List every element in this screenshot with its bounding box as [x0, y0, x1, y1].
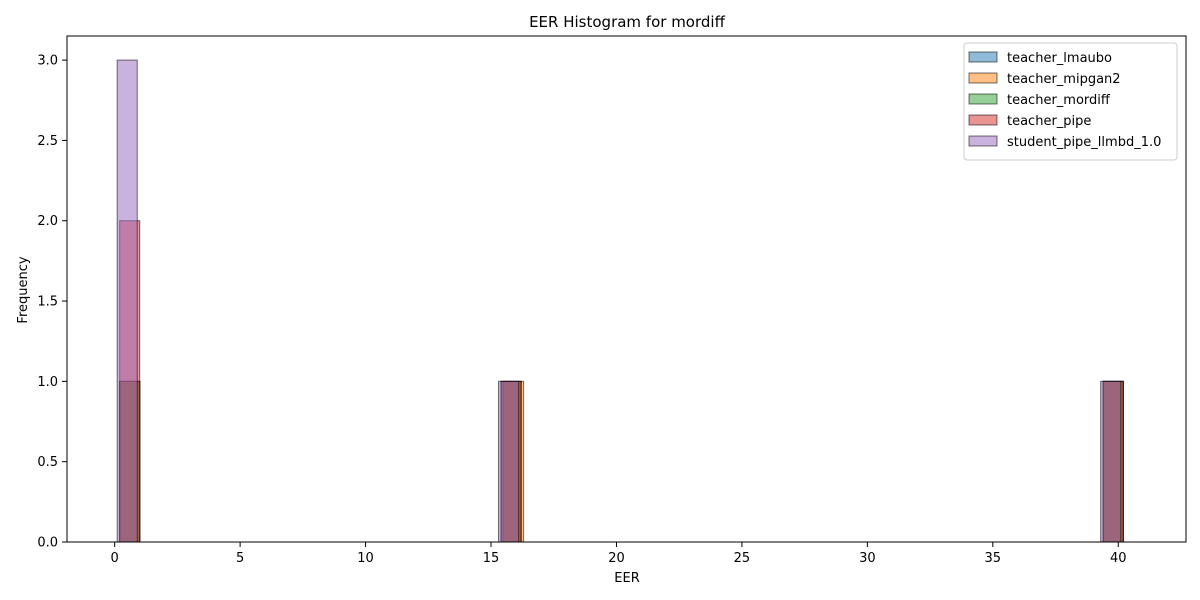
- x-axis: 0 5 10 15 20 25 30 35 40: [111, 542, 1127, 566]
- x-axis-label: EER: [614, 571, 639, 586]
- legend-label: teacher_lmaubo: [1007, 51, 1112, 66]
- x-tick-label: 10: [357, 551, 374, 566]
- legend-swatch: [968, 135, 998, 147]
- legend-swatch: [968, 72, 998, 84]
- x-tick-label: 0: [111, 551, 119, 566]
- x-tick-label: 40: [1110, 551, 1127, 566]
- legend-swatch: [968, 51, 998, 63]
- x-tick-label: 20: [608, 551, 625, 566]
- x-tick-label: 30: [859, 551, 876, 566]
- legend-box: [963, 42, 1178, 161]
- x-tick-label: 5: [236, 551, 244, 566]
- y-axis-label: Frequency: [16, 256, 31, 323]
- bar-student_pipe_llmbd_1.0-0: [116, 59, 138, 543]
- plot-frame: [66, 35, 1187, 543]
- legend: teacher_lmaubo teacher_mipgan2 teacher_mor…: [963, 42, 1178, 161]
- legend-swatch: [968, 114, 998, 126]
- y-axis: 0.0 0.5 1.0 1.5 2.0 2.5 3.0: [37, 54, 67, 551]
- x-tick-label: 35: [985, 551, 1002, 566]
- bar-student_pipe_llmbd_1.0-2: [1100, 380, 1122, 543]
- legend-label: teacher_mipgan2: [1007, 72, 1121, 87]
- y-tick-label: 0.0: [37, 536, 58, 551]
- bar-student_pipe_llmbd_1.0-1: [498, 380, 520, 543]
- y-tick-label: 1.0: [37, 375, 58, 390]
- y-tick-label: 2.0: [37, 214, 58, 229]
- y-tick-label: 2.5: [37, 134, 58, 149]
- legend-label: teacher_mordiff: [1007, 93, 1111, 108]
- y-tick-label: 0.5: [37, 455, 58, 470]
- y-tick-label: 1.5: [37, 295, 58, 310]
- x-tick-label: 25: [734, 551, 751, 566]
- legend-label: teacher_pipe: [1007, 114, 1091, 129]
- x-tick-label: 15: [483, 551, 500, 566]
- chart-title: EER Histogram for mordiff: [529, 13, 726, 31]
- legend-swatch: [968, 93, 998, 105]
- y-tick-label: 3.0: [37, 54, 58, 69]
- legend-label: student_pipe_llmbd_1.0: [1007, 135, 1161, 150]
